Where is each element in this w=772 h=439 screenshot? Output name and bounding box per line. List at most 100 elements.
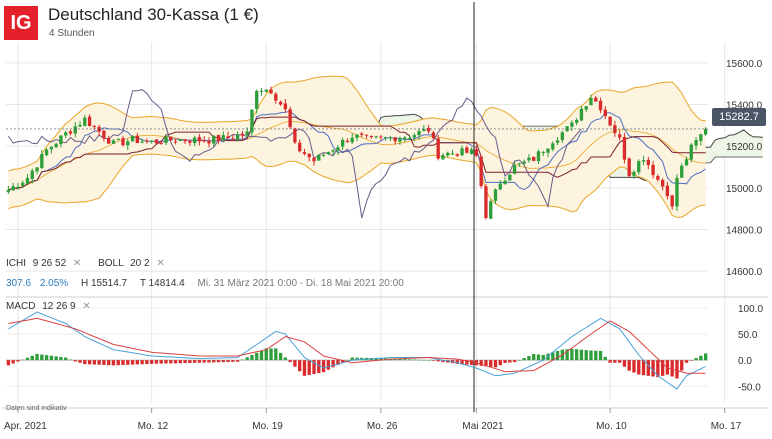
- candle: [283, 99, 288, 113]
- macd-histogram-bar: [489, 360, 493, 367]
- candle: [670, 194, 674, 210]
- candle-body: [64, 132, 68, 136]
- candle: [393, 136, 397, 145]
- candle-body: [16, 186, 20, 188]
- candle: [417, 128, 421, 140]
- candle-body: [417, 131, 421, 136]
- candle-body: [317, 154, 321, 161]
- candle: [403, 136, 407, 143]
- candle: [264, 89, 268, 93]
- macd-histogram-bar: [278, 352, 283, 361]
- ichimoku-kijun: [8, 116, 706, 191]
- candle: [517, 162, 522, 167]
- candle: [388, 135, 393, 142]
- candle-body: [102, 130, 106, 139]
- candle: [422, 125, 426, 132]
- candle: [350, 133, 354, 144]
- macd-histogram-bar: [503, 360, 507, 364]
- candle-body: [689, 144, 693, 160]
- macd-remove-icon[interactable]: ✕: [82, 301, 91, 312]
- candle-body: [479, 156, 483, 187]
- candle: [97, 124, 101, 136]
- candle: [560, 130, 565, 143]
- candle: [102, 129, 106, 142]
- macd-tick-label: 0.0: [738, 356, 752, 367]
- boll-label[interactable]: BOLL: [98, 258, 124, 269]
- candle-body: [627, 158, 631, 177]
- macd-histogram-bar: [97, 360, 101, 365]
- macd-histogram-bar: [30, 355, 34, 361]
- candle: [173, 138, 178, 145]
- macd-histogram-bar: [374, 358, 378, 361]
- macd-histogram-bar: [188, 360, 192, 363]
- macd-histogram-bar: [479, 360, 483, 366]
- macd-histogram-bar: [202, 360, 206, 363]
- macd-histogram-bar: [436, 360, 440, 362]
- candle: [555, 136, 560, 146]
- candle-body: [40, 153, 44, 168]
- candle-body: [622, 136, 627, 160]
- boll-remove-icon[interactable]: ✕: [156, 258, 165, 269]
- macd-histogram-bar: [54, 356, 58, 361]
- candle-body: [212, 135, 216, 144]
- ichimoku-tenkan: [8, 110, 706, 191]
- candle-body: [97, 126, 101, 132]
- macd-histogram-bar: [336, 360, 340, 365]
- macd-histogram-bar: [632, 360, 636, 373]
- candle: [130, 135, 135, 142]
- candle-body: [202, 140, 206, 142]
- candle: [646, 156, 650, 170]
- macd-histogram-bar: [555, 351, 560, 361]
- candle-body: [326, 151, 331, 154]
- macd-histogram-bar: [302, 360, 307, 376]
- ichi-remove-icon[interactable]: ✕: [72, 258, 82, 269]
- price-stats: 307.6 2.05% H 15514.7 T 14814.4 Mi. 31 M…: [6, 278, 404, 289]
- candle-body: [298, 142, 302, 152]
- macd-label[interactable]: MACD: [6, 301, 36, 312]
- candle-body: [522, 161, 526, 164]
- candle-body: [154, 139, 159, 144]
- macd-histogram-bar: [412, 359, 416, 361]
- candle-body: [498, 183, 502, 190]
- candle-body: [665, 185, 670, 197]
- candle: [689, 143, 693, 163]
- candle: [546, 148, 550, 158]
- ichi-label[interactable]: ICHI: [6, 258, 26, 269]
- candle-body: [278, 101, 283, 105]
- candle: [169, 136, 173, 141]
- candle-body: [92, 125, 97, 127]
- candle-body: [684, 159, 689, 166]
- macd-histogram-bar: [21, 359, 25, 361]
- candle: [240, 131, 245, 140]
- candle-body: [364, 134, 369, 136]
- candle-body: [541, 152, 545, 154]
- candle-body: [49, 146, 54, 150]
- candle-body: [660, 179, 665, 187]
- candle: [278, 100, 283, 106]
- macd-histogram-bar: [307, 360, 311, 375]
- candle-body: [560, 132, 565, 141]
- candle: [221, 131, 225, 141]
- candle: [212, 135, 216, 147]
- macd-histogram-bar: [207, 360, 211, 363]
- candle: [594, 95, 598, 103]
- candle: [341, 137, 345, 150]
- candle-body: [508, 174, 512, 181]
- candle: [551, 141, 555, 152]
- candle-body: [169, 136, 173, 141]
- candle: [11, 182, 15, 191]
- candle: [369, 135, 373, 139]
- candle: [255, 89, 259, 114]
- candle: [589, 94, 593, 106]
- macd-histogram-bar: [646, 360, 650, 376]
- candle-body: [422, 129, 426, 131]
- macd-histogram-bar: [169, 360, 173, 364]
- macd-histogram-bar: [145, 360, 149, 365]
- candle: [364, 134, 369, 139]
- macd-histogram-bar: [126, 360, 130, 365]
- macd-histogram-bar: [293, 360, 297, 367]
- candle-body: [68, 131, 73, 134]
- macd-histogram-bar: [460, 360, 464, 365]
- candle: [407, 134, 412, 140]
